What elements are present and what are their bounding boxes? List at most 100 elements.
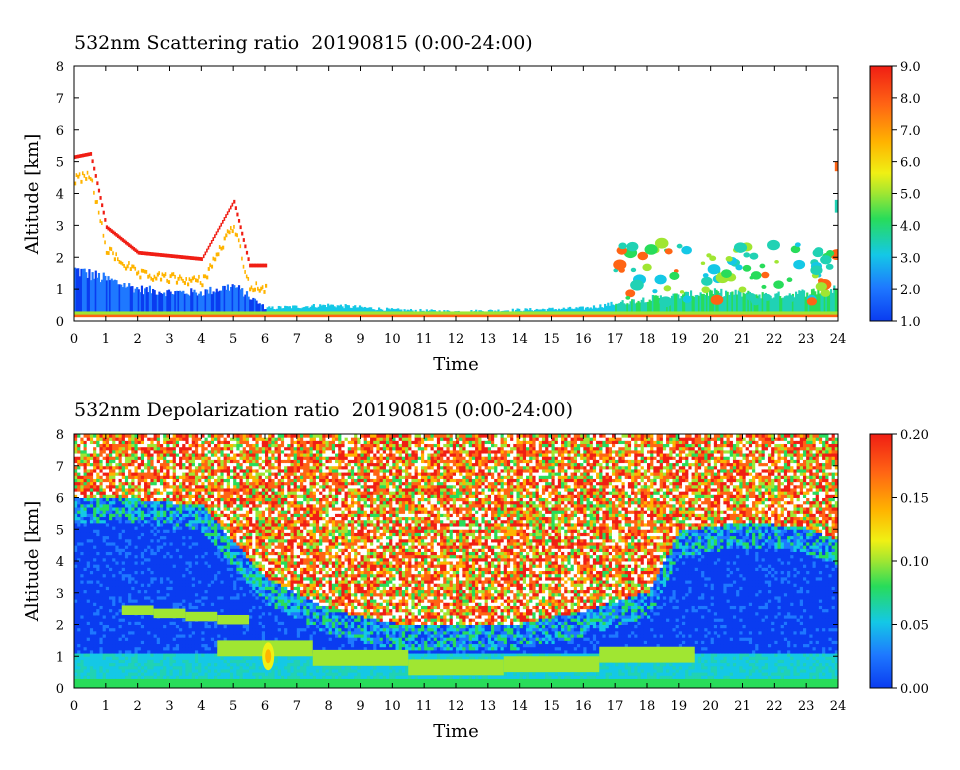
depol-cell	[102, 662, 107, 667]
depol-cell	[156, 446, 161, 451]
cloud-edge	[239, 244, 242, 249]
depol-cell	[207, 456, 212, 460]
depol-cell	[77, 475, 81, 479]
cloud-edge	[94, 174, 97, 178]
aerosol-cell	[729, 292, 732, 315]
depol-cell	[96, 605, 100, 610]
depol-cell	[163, 545, 167, 549]
depol-cell	[150, 472, 155, 476]
depol-cell	[109, 599, 113, 603]
depol-cell	[182, 659, 186, 664]
depol-cell	[89, 475, 94, 479]
depol-cell	[83, 643, 88, 648]
depol-cell	[137, 440, 142, 445]
depol-cell	[102, 637, 107, 641]
depol-cell	[118, 637, 123, 641]
depol-cell	[188, 526, 193, 530]
depol-cell	[140, 449, 145, 454]
depol-cell	[109, 576, 113, 581]
depol-cell	[198, 678, 202, 683]
aerosol-cell	[148, 285, 151, 315]
aerosol-cell	[307, 308, 311, 315]
depol-cell	[140, 468, 145, 473]
depol-cell	[159, 567, 164, 572]
depol-cell	[109, 507, 113, 511]
depol-cell	[137, 665, 142, 670]
depol-cell	[74, 449, 78, 454]
depol-cell	[128, 684, 132, 688]
depol-cell	[188, 500, 193, 505]
depol-cell	[93, 446, 97, 451]
depol-cell	[169, 684, 174, 688]
depol-cell	[220, 453, 225, 457]
depol-cell	[201, 653, 206, 657]
depol-cell	[93, 659, 97, 664]
cloud-edge	[218, 225, 222, 230]
depol-cell	[105, 526, 110, 530]
cloud-edge	[244, 270, 247, 274]
depol-cell	[121, 478, 126, 483]
depol-cell	[86, 605, 91, 610]
depol-cell	[83, 465, 88, 470]
depol-cell	[102, 592, 107, 597]
depol-cell	[204, 599, 209, 603]
depol-cell	[150, 665, 155, 670]
depol-cell	[128, 561, 132, 565]
depol-cell	[220, 548, 225, 552]
depol-cell	[194, 624, 199, 629]
x-tick-label: 1	[102, 332, 110, 347]
depol-cell	[166, 627, 170, 632]
aerosol-cell	[357, 307, 360, 315]
depol-cell	[223, 434, 228, 438]
depol-cell	[102, 440, 107, 445]
depol-cell	[140, 630, 145, 635]
depol-cell	[169, 643, 174, 648]
cloud-edge	[137, 270, 140, 275]
depol-cell	[185, 595, 190, 600]
depol-cell	[93, 554, 97, 559]
depol-cell	[86, 618, 91, 622]
depol-cell	[182, 526, 186, 530]
depol-cell	[89, 440, 94, 445]
depol-cell	[112, 538, 116, 543]
depol-cell	[156, 494, 161, 498]
cloud-edge	[242, 238, 245, 242]
depol-cell	[207, 564, 212, 568]
cloud-core	[159, 256, 163, 278]
depol-cell	[185, 491, 190, 495]
depol-cell	[207, 573, 212, 578]
depol-cell	[80, 583, 85, 587]
depol-cell	[134, 478, 139, 483]
cloud-core	[129, 248, 132, 268]
depol-cell	[77, 567, 81, 572]
depol-cell	[207, 484, 212, 489]
depol-cell	[153, 535, 158, 540]
depol-cell	[124, 487, 129, 492]
depol-cell	[128, 564, 132, 568]
aerosol-cell	[739, 291, 742, 315]
cloud-core	[74, 159, 77, 182]
depol-cell	[83, 570, 88, 575]
aerosol-cell	[179, 290, 182, 315]
depol-cell	[198, 513, 202, 518]
depol-cell	[102, 475, 107, 479]
cloud-core	[118, 239, 121, 261]
depol-cell	[188, 522, 193, 527]
depol-cell	[124, 481, 129, 486]
depol-cell	[99, 507, 104, 511]
depol-cell	[115, 681, 120, 686]
depol-cell	[207, 653, 212, 657]
depol-cell	[137, 465, 142, 470]
depol-cell	[194, 475, 199, 479]
depol-cell	[102, 630, 107, 635]
cloud-core	[218, 229, 222, 246]
depol-cell	[137, 475, 142, 479]
colorbar: 1.02.03.04.05.06.07.08.09.0	[869, 60, 921, 330]
depol-cell	[89, 592, 94, 597]
aerosol-cell	[747, 290, 750, 315]
aerosol-cell	[303, 307, 306, 315]
depol-cell	[89, 497, 94, 502]
depol-cell	[147, 503, 151, 508]
depol-cell	[105, 551, 110, 556]
depol-cell	[102, 532, 107, 537]
